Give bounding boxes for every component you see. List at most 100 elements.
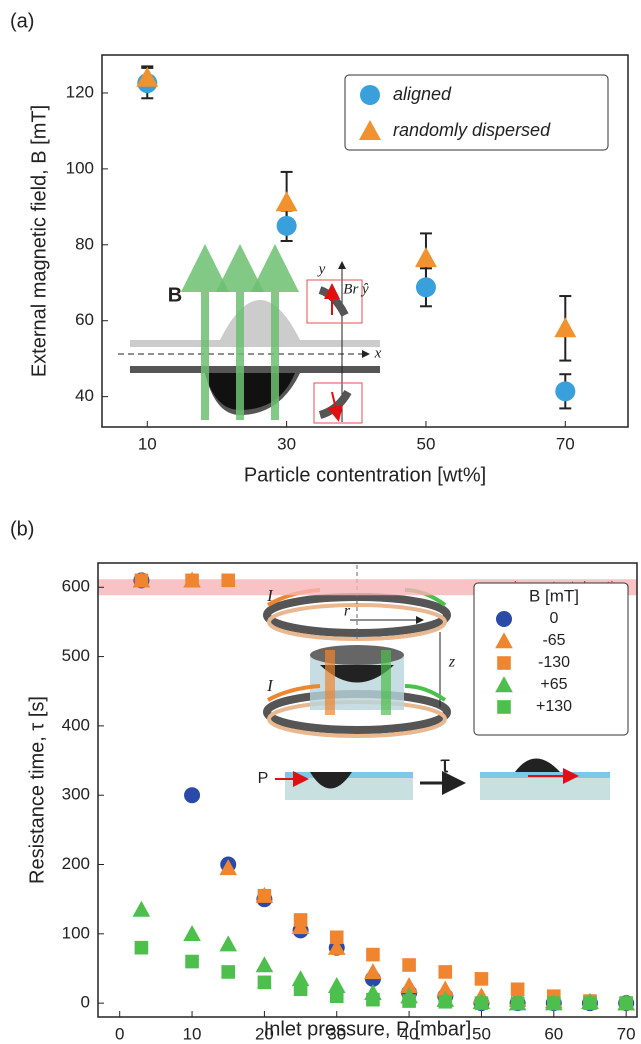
data-point <box>257 975 272 990</box>
data-point <box>554 317 577 338</box>
legend-label: aligned <box>393 84 452 104</box>
data-point <box>185 954 199 969</box>
legend-label: randomly dispersed <box>393 120 551 140</box>
annotation: I <box>266 676 274 695</box>
annotation: P <box>258 770 269 787</box>
y-tick-label: 0 <box>81 993 90 1012</box>
data-point <box>327 977 346 994</box>
data-point <box>219 859 238 876</box>
annotation: I <box>266 586 274 605</box>
y-tick-label: 120 <box>66 82 94 101</box>
data-point <box>415 277 436 298</box>
legend-marker <box>497 656 511 670</box>
legend-label: -130 <box>538 654 570 671</box>
data-point <box>134 940 149 955</box>
data-point <box>438 994 453 1009</box>
legend-marker <box>359 120 381 140</box>
data-point <box>132 900 151 917</box>
data-point <box>255 956 274 973</box>
data-point <box>546 996 561 1010</box>
legend-marker <box>495 632 513 649</box>
x-axis-label: Inlet pressure, P [mbar] <box>264 1018 472 1040</box>
data-point <box>221 965 236 979</box>
data-point <box>438 965 453 979</box>
y-tick-label: 300 <box>62 785 90 804</box>
data-point <box>402 958 416 972</box>
inset-a <box>118 244 380 424</box>
panel-label: (b) <box>10 518 34 540</box>
data-point <box>327 938 346 955</box>
annotation: y <box>317 261 326 277</box>
legend-label: -65 <box>542 632 565 649</box>
data-point <box>221 573 236 588</box>
y-tick-label: 400 <box>62 715 90 734</box>
data-point <box>414 247 437 268</box>
x-tick-label: 50 <box>416 434 435 453</box>
axes-frame <box>97 562 638 1018</box>
legend-label: +65 <box>540 676 567 693</box>
y-axis-label: Resistance time, τ [s] <box>26 696 48 884</box>
annotation: Br ŷ <box>343 281 369 297</box>
data-point <box>366 947 380 962</box>
data-point <box>366 992 380 1007</box>
axes-frame <box>101 54 629 428</box>
legend-marker <box>495 676 513 693</box>
annotation: τ <box>440 751 450 778</box>
annotation: x <box>374 345 382 361</box>
data-point <box>436 980 455 997</box>
annotation: B <box>168 284 182 306</box>
data-point <box>219 935 238 952</box>
annotation: z <box>448 654 456 671</box>
x-tick-label: 60 <box>544 1024 563 1043</box>
x-tick-label: 10 <box>183 1024 202 1043</box>
data-point <box>400 977 418 994</box>
data-point <box>185 573 199 588</box>
x-tick-label: 0 <box>115 1024 124 1043</box>
data-point <box>510 996 525 1010</box>
data-point <box>257 888 272 903</box>
y-tick-label: 100 <box>62 923 90 942</box>
data-point <box>184 787 201 804</box>
data-point <box>474 972 489 986</box>
data-point <box>275 191 298 212</box>
x-tick-label: 50 <box>472 1024 491 1043</box>
x-tick-label: 70 <box>617 1024 636 1043</box>
x-axis-label: Particle contentration [wt%] <box>244 464 486 486</box>
data-point <box>510 982 525 997</box>
legend-title: B [mT] <box>529 586 579 605</box>
data-point <box>329 930 344 945</box>
x-tick-label: 20 <box>255 1024 274 1043</box>
legend-marker <box>496 611 512 627</box>
y-tick-label: 200 <box>62 854 90 873</box>
data-point <box>474 996 489 1010</box>
y-tick-label: 60 <box>75 310 94 329</box>
legend-marker <box>360 85 380 105</box>
data-point <box>364 963 382 980</box>
legend-marker <box>497 700 511 714</box>
data-point <box>276 215 297 236</box>
data-point <box>293 982 308 997</box>
x-tick-label: 30 <box>327 1024 346 1043</box>
legend-label: 0 <box>550 610 559 627</box>
data-point <box>136 66 159 87</box>
legend-label: +130 <box>536 698 572 715</box>
y-tick-label: 500 <box>62 646 90 665</box>
y-tick-label: 100 <box>66 158 94 177</box>
y-tick-label: 600 <box>62 577 90 596</box>
x-tick-label: 40 <box>400 1024 419 1043</box>
y-tick-label: 40 <box>75 386 94 405</box>
y-tick-label: 80 <box>75 234 94 253</box>
panel-label: (a) <box>10 10 34 32</box>
inset-b <box>263 565 610 800</box>
data-point <box>134 573 149 588</box>
x-tick-label: 70 <box>556 434 575 453</box>
data-point <box>555 381 576 402</box>
data-point <box>291 970 310 987</box>
y-axis-label: External magnetic field, B [mT] <box>28 105 50 377</box>
x-tick-label: 10 <box>138 434 157 453</box>
legend-box <box>473 582 629 736</box>
x-tick-label: 30 <box>277 434 296 453</box>
legend-box <box>344 74 609 151</box>
annotation: r <box>344 603 351 620</box>
